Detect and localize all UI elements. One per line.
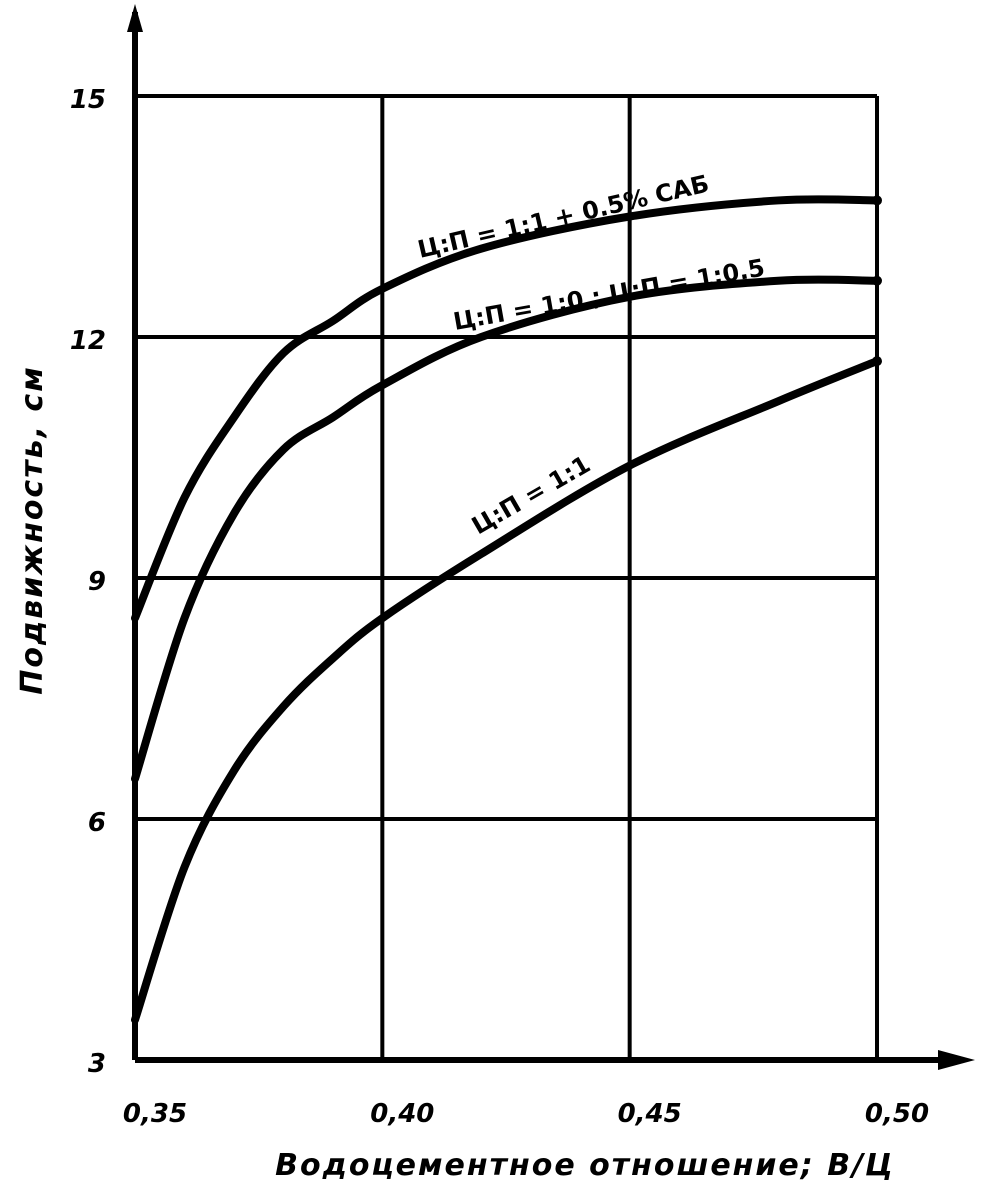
series-endpoint-1: [872, 195, 882, 206]
grid: [135, 94, 879, 1060]
x-axis-label: Водоцементное отношение; В/Ц: [275, 1148, 895, 1183]
y-tick-label: 12: [70, 326, 106, 356]
curve-label-1: Ц:П = 1:1 + 0.5% САБ: [415, 170, 712, 264]
series-endpoint-2: [872, 275, 882, 286]
series-line-2: [131, 275, 881, 783]
x-tick-label: 0,50: [865, 1099, 929, 1129]
tick-labels: 0,35 0,40 0,45 0,50 3 6 9 12 15: [70, 85, 929, 1129]
y-tick-label: 15: [70, 85, 106, 115]
series-endpoint-3: [872, 356, 882, 367]
series-line-1: [131, 195, 881, 623]
y-axis-label: Подвижность, см: [15, 365, 50, 694]
y-tick-label: 9: [88, 567, 106, 597]
axes: [127, 4, 975, 1070]
x-axis-arrow: [938, 1050, 975, 1070]
y-tick-label: 3: [88, 1049, 106, 1079]
y-tick-label: 6: [88, 808, 106, 838]
x-tick-label: 0,45: [618, 1099, 682, 1129]
series-line-3: [131, 357, 881, 1024]
x-tick-label: 0,40: [370, 1099, 434, 1129]
curve-label-2: Ц:П = 1:0 ; Ц:П = 1:0.5: [451, 254, 767, 336]
y-axis-arrow: [127, 4, 143, 32]
curves: [131, 195, 882, 1024]
x-tick-label: 0,35: [123, 1099, 187, 1129]
